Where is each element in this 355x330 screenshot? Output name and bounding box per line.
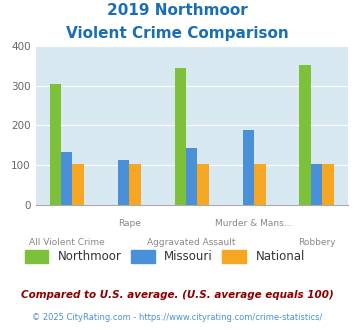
Text: All Violent Crime: All Violent Crime <box>29 238 105 247</box>
Bar <box>311 164 322 205</box>
Text: 2019 Northmoor: 2019 Northmoor <box>107 3 248 18</box>
Text: Rape: Rape <box>118 219 141 228</box>
Bar <box>175 68 186 205</box>
Bar <box>322 164 334 205</box>
Bar <box>197 164 209 205</box>
Bar <box>50 84 61 205</box>
Text: Murder & Mans...: Murder & Mans... <box>215 219 293 228</box>
Bar <box>72 164 84 205</box>
Bar <box>129 164 141 205</box>
Bar <box>254 164 266 205</box>
Legend: Northmoor, Missouri, National: Northmoor, Missouri, National <box>20 245 310 268</box>
Bar <box>186 148 197 205</box>
Text: Robbery: Robbery <box>298 238 335 247</box>
Bar <box>118 160 129 205</box>
Bar <box>300 65 311 205</box>
Text: Aggravated Assault: Aggravated Assault <box>147 238 236 247</box>
Text: © 2025 CityRating.com - https://www.cityrating.com/crime-statistics/: © 2025 CityRating.com - https://www.city… <box>32 314 323 322</box>
Bar <box>243 130 254 205</box>
Text: Violent Crime Comparison: Violent Crime Comparison <box>66 26 289 41</box>
Text: Compared to U.S. average. (U.S. average equals 100): Compared to U.S. average. (U.S. average … <box>21 290 334 300</box>
Bar <box>61 152 72 205</box>
